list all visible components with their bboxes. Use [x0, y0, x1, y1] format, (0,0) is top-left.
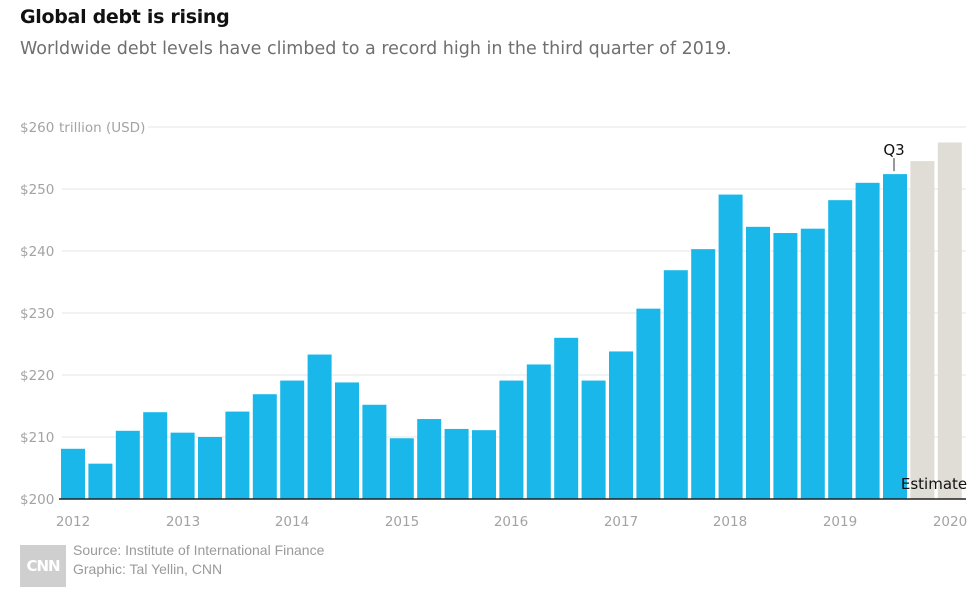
bar-actual [581, 380, 606, 499]
bar-actual [198, 437, 222, 499]
bar-actual [499, 380, 524, 499]
y-tick-label: $230 [20, 306, 54, 322]
bar-actual [718, 194, 743, 499]
source-note: Source: Institute of International Finan… [73, 542, 325, 558]
bar-actual [773, 233, 798, 499]
bar-actual [61, 448, 85, 499]
y-tick-label: $260 [20, 120, 54, 136]
chart-title: Global debt is rising [20, 6, 230, 28]
bar-actual [362, 404, 387, 499]
bar-actual [691, 249, 716, 499]
y-tick-label: $220 [20, 368, 54, 384]
bar-actual [663, 270, 688, 499]
bar-actual [143, 412, 168, 499]
bar-actual [170, 432, 195, 499]
bar-actual [883, 174, 907, 499]
x-tick-label: 2014 [275, 514, 309, 530]
debt-bar-chart: $200 $210 $220 $230 $240 $250 $260 trillion (US… [20, 120, 967, 530]
bar-actual [636, 308, 661, 499]
bar-actual [417, 419, 442, 499]
bar-actual [526, 364, 551, 499]
x-tick-label: 2016 [494, 514, 528, 530]
bar-actual [828, 200, 853, 499]
bar-actual [335, 382, 359, 499]
y-tick-label: $200 [20, 492, 54, 508]
bar-estimate [937, 142, 962, 499]
y-tick-label: $240 [20, 244, 54, 260]
bar-actual [855, 182, 880, 500]
x-tick-label: 2015 [385, 514, 419, 530]
bar-actual [472, 430, 496, 499]
bar-actual [252, 394, 277, 499]
bar-actual [280, 380, 305, 499]
x-tick-label: 2012 [56, 514, 90, 530]
bar-actual [225, 411, 250, 499]
x-tick-label: 2020 [933, 514, 967, 530]
y-tick-label: $250 [20, 182, 54, 198]
x-tick-label: 2018 [713, 514, 747, 530]
x-tick-label: 2019 [823, 514, 857, 530]
bar-actual [307, 354, 332, 499]
x-tick-label: 2013 [166, 514, 200, 530]
bar-actual [746, 226, 770, 499]
estimate-annotation: Estimate [901, 475, 967, 493]
chart-subtitle: Worldwide debt levels have climbed to a … [20, 39, 732, 59]
bar-estimate [910, 161, 935, 499]
graphic-credit: Graphic: Tal Yellin, CNN [73, 561, 223, 577]
bar-actual [609, 351, 633, 499]
q3-annotation: Q3 [883, 141, 904, 159]
bar-actual [444, 428, 469, 499]
bar-actual [554, 337, 579, 499]
y-tick-label: $210 [20, 430, 54, 446]
cnn-logo: CNN [20, 545, 66, 587]
bar-actual [389, 438, 414, 499]
y-axis-label: trillion (USD) [59, 120, 145, 136]
bar-actual [88, 463, 113, 499]
x-tick-label: 2017 [604, 514, 638, 530]
bar-actual [800, 228, 825, 499]
bar-actual [115, 430, 140, 499]
